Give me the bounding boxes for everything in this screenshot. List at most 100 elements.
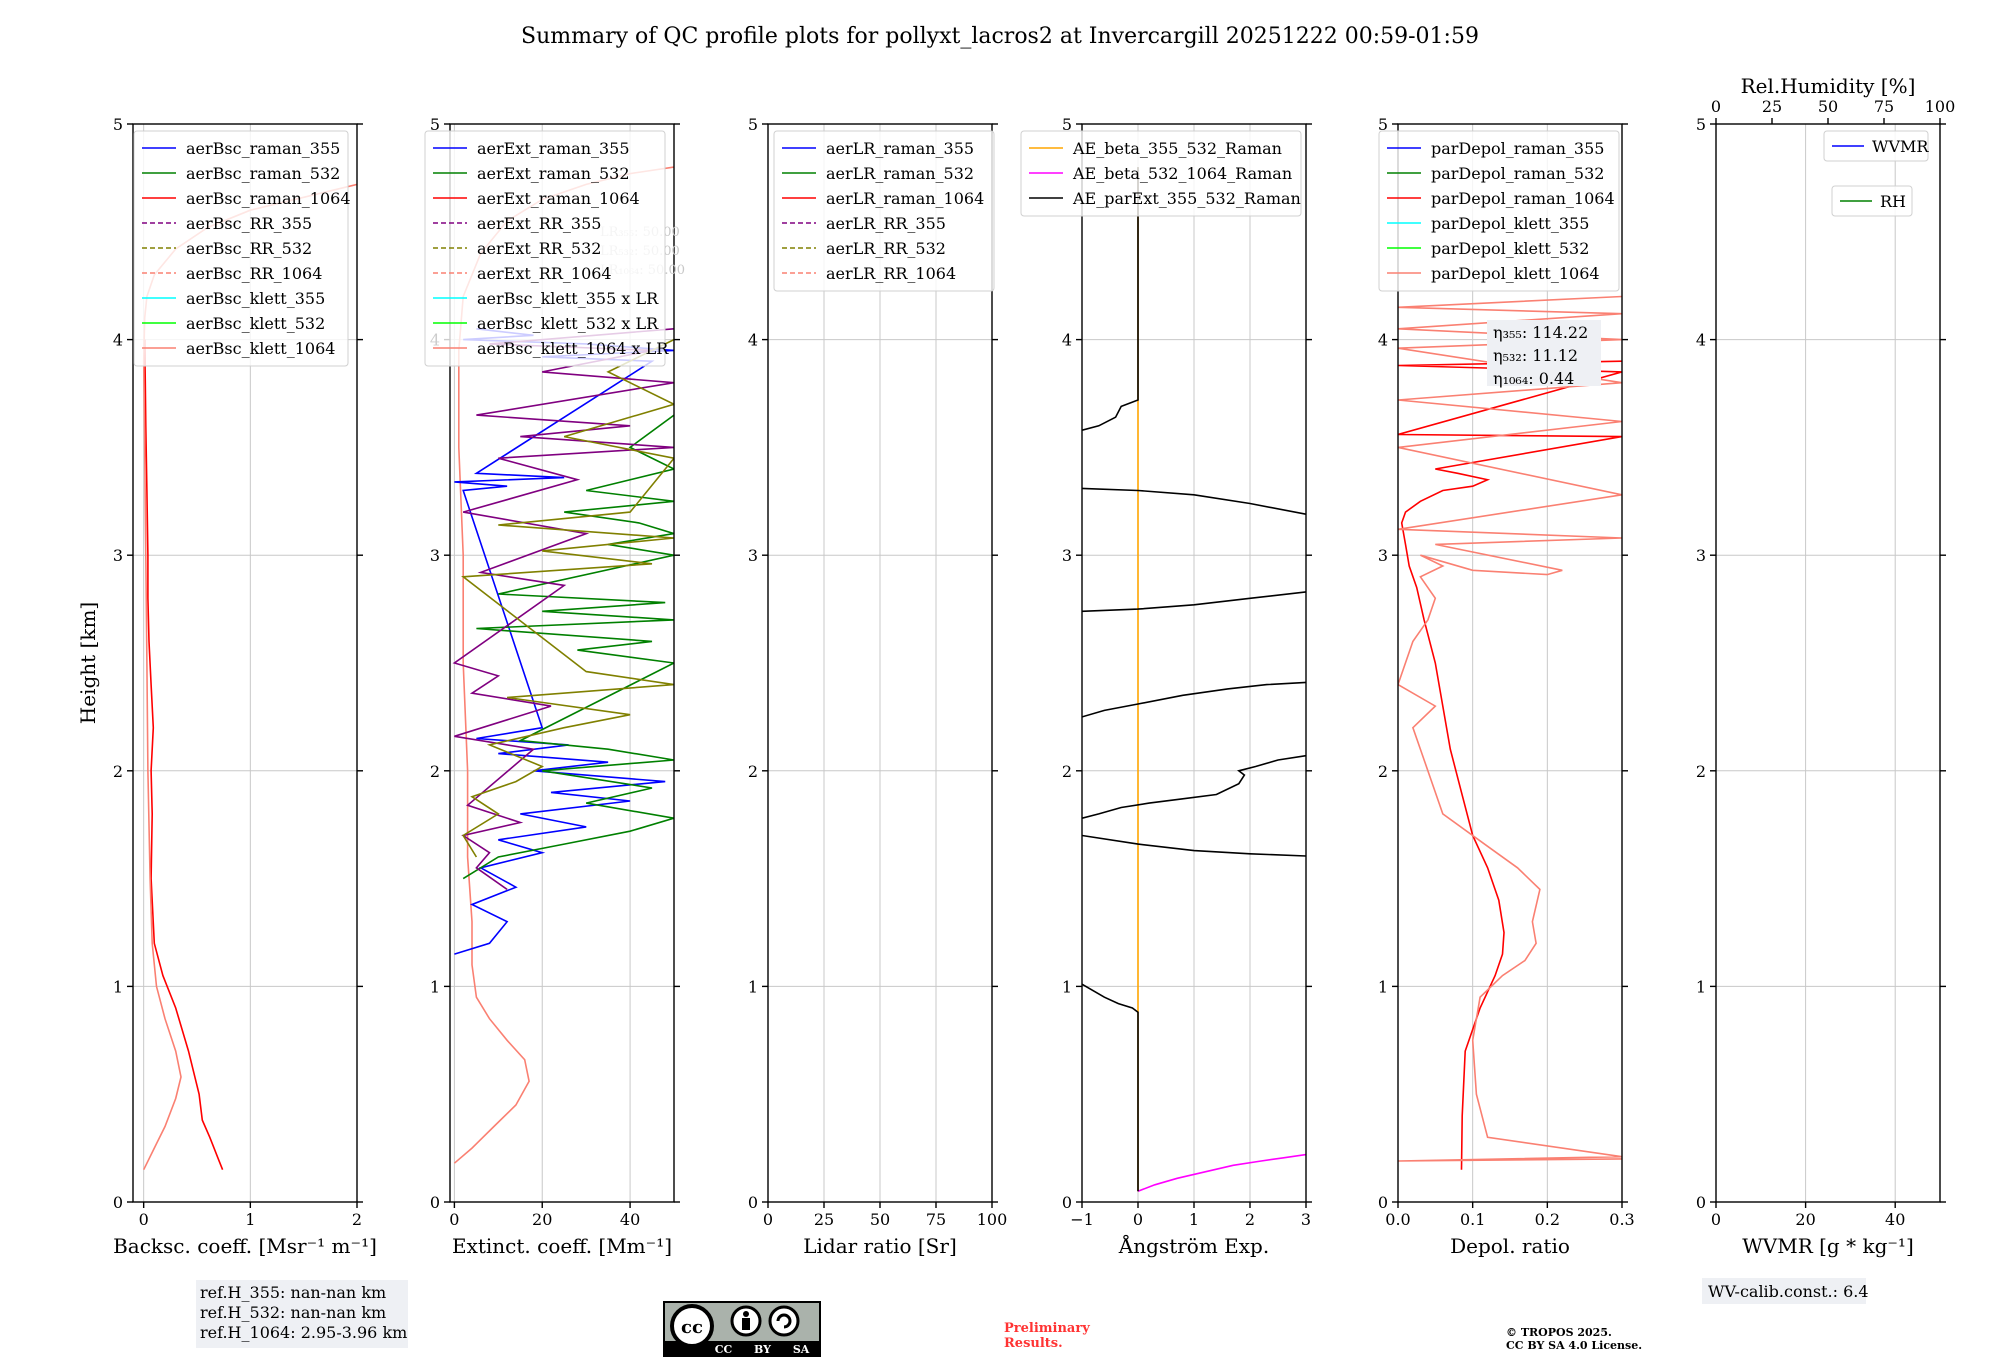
legend-label: aerBsc_raman_355 xyxy=(186,139,340,158)
annotation-line: η₃₅₅: 114.22 xyxy=(1493,323,1588,342)
y-tick-label: 4 xyxy=(1696,331,1706,350)
legend-label: aerLR_raman_532 xyxy=(826,164,974,183)
series-ae-beta-532-1064-raman xyxy=(1137,1153,1306,1192)
y-tick-label: 4 xyxy=(1378,331,1388,350)
y-tick-label: 5 xyxy=(430,115,440,134)
legend-label: parDepol_raman_355 xyxy=(1431,139,1604,158)
reference-height-box: ref.H_355: nan-nan km ref.H_532: nan-nan… xyxy=(196,1280,408,1348)
x-tick-label: −1 xyxy=(1070,1210,1094,1229)
x-tick-label: 75 xyxy=(926,1210,946,1229)
y-tick-label: 4 xyxy=(1062,331,1072,350)
copyright-line-1: © TROPOS 2025. xyxy=(1506,1326,1612,1339)
panel-extinction: 02040012345Extinct. coeff. [Mm⁻¹]LR₃₅₅: … xyxy=(424,115,685,1258)
legend-label: AE_beta_532_1064_Raman xyxy=(1072,164,1292,183)
y-tick-label: 3 xyxy=(113,546,123,565)
x-tick-label: 0 xyxy=(449,1210,459,1229)
x-tick-label: 40 xyxy=(620,1210,640,1229)
series-ae-parext-355-532-raman-d- xyxy=(1082,681,1306,718)
copyright-line-2: CC BY SA 4.0 License. xyxy=(1506,1339,1642,1352)
x-tick-label: 50 xyxy=(870,1210,890,1229)
x-tick-label: 20 xyxy=(532,1210,552,1229)
y-tick-label: 5 xyxy=(113,115,123,134)
series-aerext-raman-532 xyxy=(462,414,674,880)
y-tick-label: 0 xyxy=(1378,1193,1388,1212)
legend-label: aerBsc_RR_1064 xyxy=(186,264,322,283)
y-tick-label: 1 xyxy=(1696,977,1706,996)
annotation-box: η₃₅₅: 114.22 η₅₃₂: 11.12 η₁₀₆₄: 0.44 xyxy=(1487,320,1601,388)
top-axis-label: Rel.Humidity [%] xyxy=(1741,74,1916,98)
x-tick-label: 25 xyxy=(814,1210,834,1229)
x-axis-label: Lidar ratio [Sr] xyxy=(803,1234,957,1258)
y-tick-label: 2 xyxy=(1378,762,1388,781)
x-tick-label: 0 xyxy=(1711,1210,1721,1229)
legend: WVMR RH xyxy=(1823,130,1929,217)
legend-label: parDepol_klett_1064 xyxy=(1431,264,1600,283)
wv-calib-const: WV-calib.const.: 6.4 xyxy=(1708,1282,1869,1301)
y-tick-label: 3 xyxy=(748,546,758,565)
annotation-line: η₁₀₆₄: 0.44 xyxy=(1493,369,1574,388)
legend: aerLR_raman_355 aerLR_raman_532 aerLR_rama… xyxy=(773,130,995,292)
legend-label: WVMR xyxy=(1872,137,1929,156)
x-tick-label: 100 xyxy=(977,1210,1008,1229)
legend-box xyxy=(773,130,995,292)
legend-box xyxy=(424,130,666,367)
preliminary-line-2: Results. xyxy=(1004,1336,1063,1351)
panel-depol: 0.0 0.1 0.2 0.3 0 1 2 3 4 5 Depol. ratio η₃₅₅: 114.… xyxy=(1378,115,1635,1258)
svg-text:cc: cc xyxy=(681,1317,703,1338)
x-tick-label: 1 xyxy=(1189,1210,1199,1229)
series-aerext-rr-532 xyxy=(461,338,674,858)
cc-icon xyxy=(670,1304,714,1348)
series-ae-parext-355-532-raman-f- xyxy=(1082,487,1306,515)
y-tick-label: 3 xyxy=(1696,546,1706,565)
y-tick-label: 5 xyxy=(1062,115,1072,134)
x-tick-label: 0 xyxy=(763,1210,773,1229)
x-axis-label: Backsc. coeff. [Msr⁻¹ m⁻¹] xyxy=(113,1234,377,1258)
x-tick-label: 2 xyxy=(352,1210,362,1229)
legend-label: aerBsc_raman_1064 xyxy=(186,189,351,208)
x-tick-label: 3 xyxy=(1301,1210,1311,1229)
x-axis-label: Extinct. coeff. [Mm⁻¹] xyxy=(452,1234,672,1258)
legend: AE_beta_355_532_Raman AE_beta_532_1064_Ra… xyxy=(1020,130,1302,217)
series-pardepol-klett-1064 xyxy=(1398,295,1622,1162)
legend-label: parDepol_raman_1064 xyxy=(1431,189,1615,208)
legend-box xyxy=(1020,130,1302,217)
y-tick-label: 2 xyxy=(430,762,440,781)
cc-badge-label: CC BY SA xyxy=(715,1343,810,1356)
legend: aerExt_raman_355 aerExt_raman_532 aerExt_r… xyxy=(424,130,669,367)
legend-label: aerBsc_klett_532 x LR xyxy=(477,314,659,333)
legend: parDepol_raman_355 parDepol_raman_532 parD… xyxy=(1378,130,1620,292)
series-ae-parext-355-532-raman-g- xyxy=(1082,167,1139,431)
y-tick-label: 5 xyxy=(1378,115,1388,134)
x-tick-label: 1 xyxy=(245,1210,255,1229)
legend-label: aerBsc_RR_355 xyxy=(186,214,312,233)
axes-frame xyxy=(1397,123,1623,1203)
annotation-line: η₅₃₂: 11.12 xyxy=(1493,346,1578,365)
top-x-tick-label: 100 xyxy=(1925,97,1956,116)
legend-label: aerExt_RR_355 xyxy=(477,214,601,233)
y-tick-label: 2 xyxy=(748,762,758,781)
legend-label: AE_parExt_355_532_Raman xyxy=(1072,189,1301,208)
legend-label: parDepol_klett_532 xyxy=(1431,239,1589,258)
legend-label: aerExt_raman_1064 xyxy=(477,189,640,208)
legend-label: aerExt_raman_355 xyxy=(477,139,630,158)
legend-label: aerBsc_klett_1064 x LR xyxy=(477,339,669,358)
legend-label: aerBsc_klett_355 x LR xyxy=(477,289,659,308)
tick-marks: 0.0 0.1 0.2 0.3 0 1 2 3 4 5 xyxy=(1378,115,1635,1229)
top-x-tick-label: 50 xyxy=(1818,97,1838,116)
preliminary-line-1: Preliminary xyxy=(1004,1321,1090,1336)
x-axis-label: WVMR [g * kg⁻¹] xyxy=(1742,1234,1914,1258)
y-axis-label: Height [km] xyxy=(76,602,100,724)
legend-label: aerExt_raman_532 xyxy=(477,164,630,183)
legend-label: aerExt_RR_532 xyxy=(477,239,601,258)
y-tick-label: 0 xyxy=(1062,1193,1072,1212)
x-tick-label: 20 xyxy=(1795,1210,1815,1229)
axes-frame xyxy=(132,123,358,1203)
x-tick-label: 0.0 xyxy=(1385,1210,1410,1229)
legend-label: aerLR_raman_355 xyxy=(826,139,974,158)
axes-frame xyxy=(1715,123,1941,1203)
x-tick-label: 0.2 xyxy=(1535,1210,1560,1229)
x-axis-label: Depol. ratio xyxy=(1450,1234,1570,1258)
legend-label: aerLR_raman_1064 xyxy=(826,189,984,208)
x-tick-label: 0 xyxy=(1133,1210,1143,1229)
